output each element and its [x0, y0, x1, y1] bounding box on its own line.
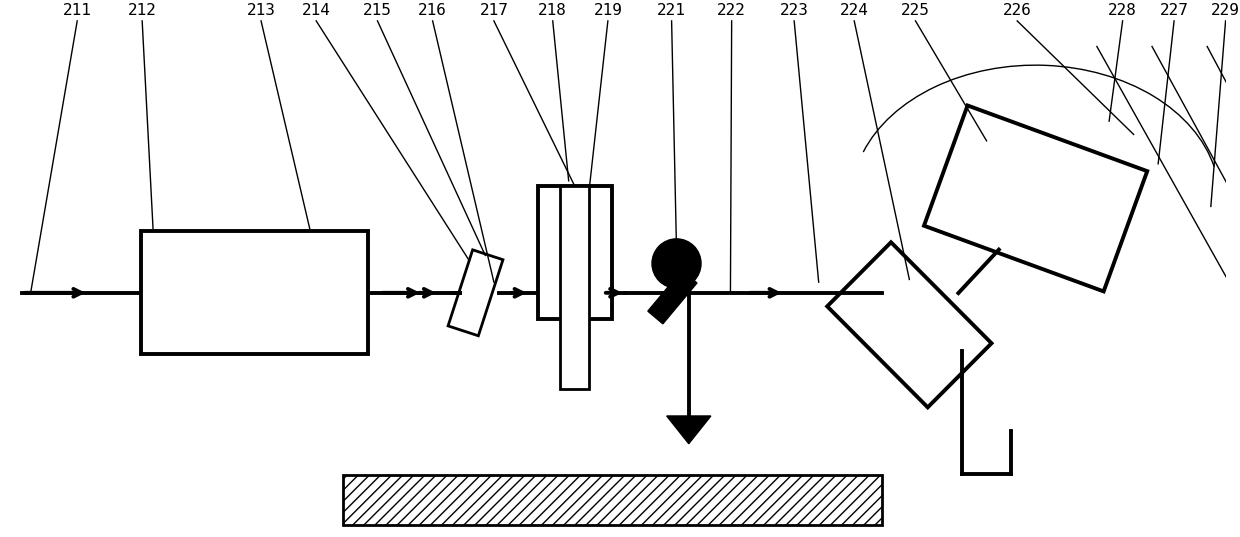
Circle shape [652, 239, 701, 288]
Text: 219: 219 [594, 3, 622, 18]
Text: 212: 212 [128, 3, 156, 18]
Text: 227: 227 [1159, 3, 1188, 18]
Text: 213: 213 [247, 3, 275, 18]
Text: 226: 226 [1003, 3, 1032, 18]
Text: 228: 228 [1109, 3, 1137, 18]
Text: 216: 216 [418, 3, 448, 18]
Text: 214: 214 [301, 3, 331, 18]
Text: 222: 222 [717, 3, 746, 18]
Polygon shape [667, 416, 711, 444]
Bar [141, 231, 368, 354]
Text: 218: 218 [538, 3, 567, 18]
Bar [538, 186, 611, 320]
Bar [560, 186, 589, 389]
Text: 211: 211 [63, 3, 92, 18]
Bar [343, 475, 883, 525]
Polygon shape [647, 270, 697, 324]
Text: 224: 224 [839, 3, 869, 18]
Text: 217: 217 [480, 3, 508, 18]
Text: 225: 225 [901, 3, 930, 18]
Text: 223: 223 [780, 3, 808, 18]
Text: 215: 215 [363, 3, 392, 18]
Text: 221: 221 [657, 3, 686, 18]
Text: 229: 229 [1211, 3, 1240, 18]
